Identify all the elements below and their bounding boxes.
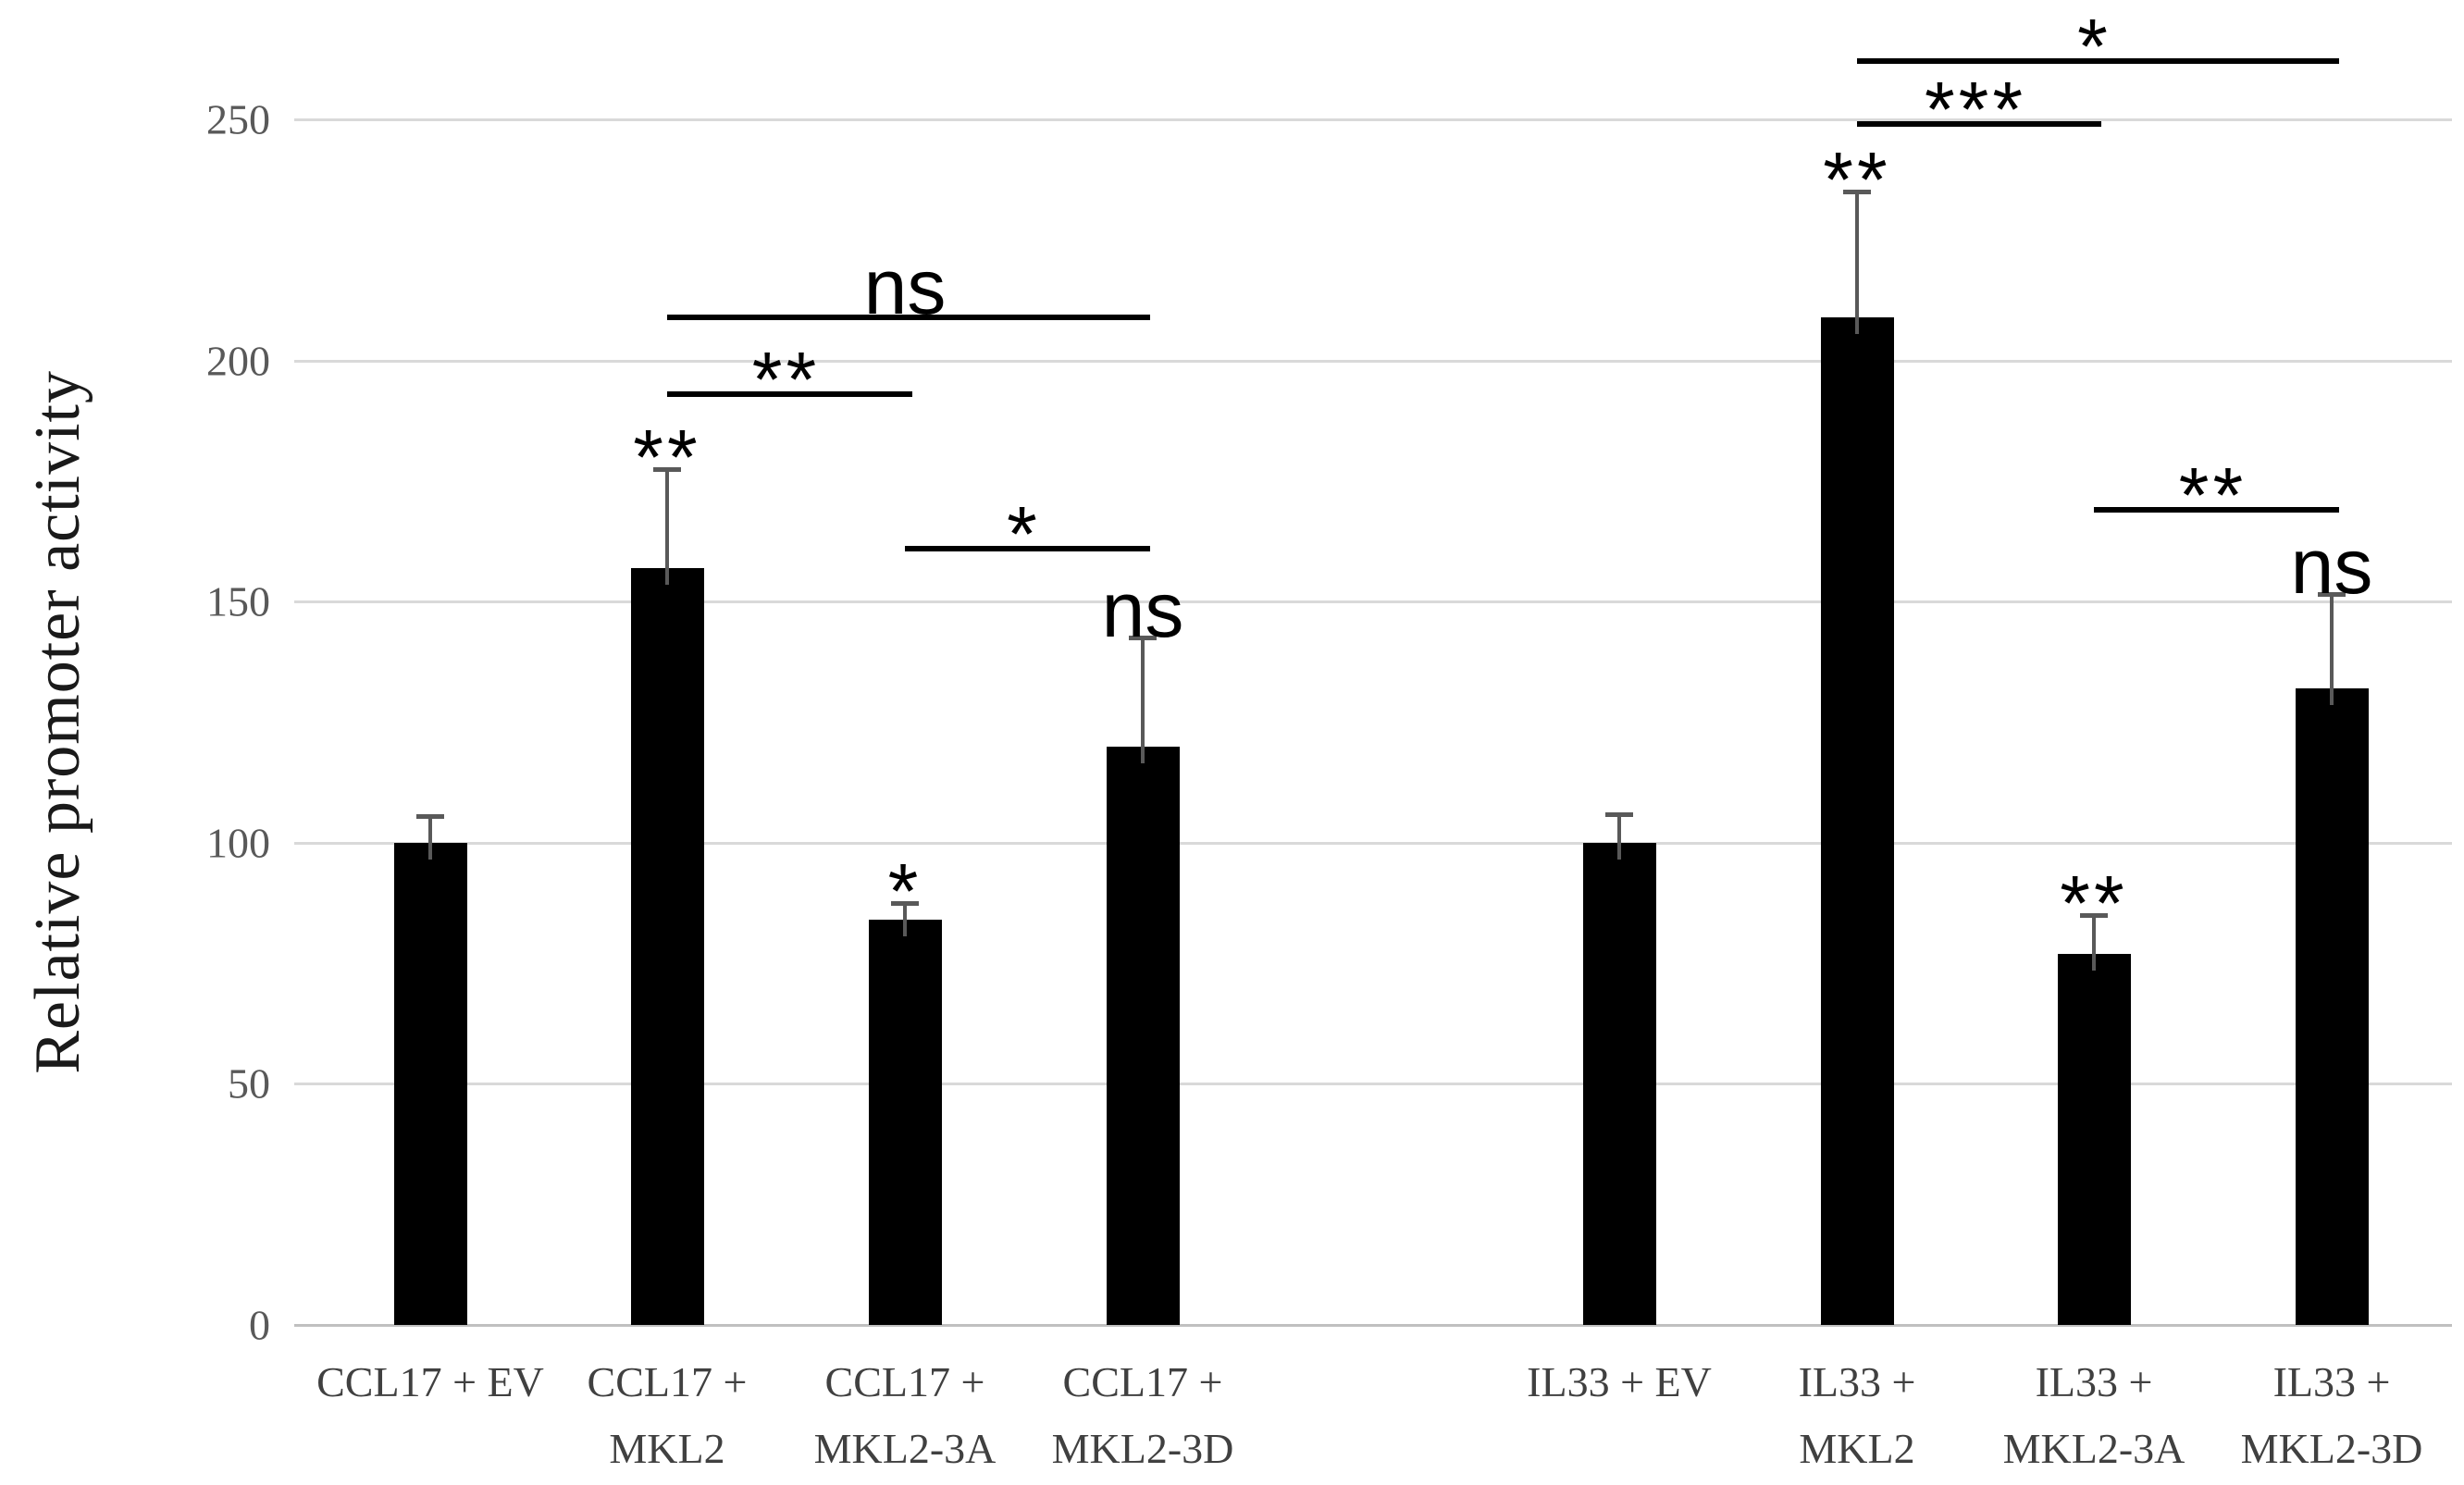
y-tick-label: 200 (206, 337, 270, 385)
comparison-line (1857, 121, 2101, 128)
significance-label: ns (1101, 566, 1184, 654)
y-tick-label: 150 (206, 577, 270, 625)
y-tick-label: 50 (228, 1059, 270, 1108)
x-tick-label-line: MKL2 (1799, 1425, 1915, 1472)
x-tick-label: CCL17 + MKL2 (519, 1349, 815, 1482)
comparison-label: ** (2178, 452, 2247, 539)
y-axis-title-text: Relative promoter activity (22, 370, 93, 1074)
comparison-label: * (2077, 3, 2111, 91)
x-tick-label-line: CCL17 + (587, 1358, 748, 1405)
bar-CCL17 + MKL2-3D (1106, 746, 1180, 1325)
x-tick-label-line: IL33 + EV (1527, 1358, 1712, 1405)
error-bar-cap (1605, 811, 1633, 817)
y-gridline (294, 359, 2452, 363)
comparison-line (1857, 58, 2339, 65)
bar-IL33 + MKL2 (1820, 316, 1894, 1325)
x-tick-label: IL33 + MKL2 (1709, 1349, 2005, 1482)
significance-label: * (887, 847, 922, 934)
y-gridline (294, 1083, 2452, 1086)
bar-IL33 + MKL2-3D (2295, 688, 2369, 1325)
x-axis-line (294, 1324, 2452, 1327)
x-tick-label: IL33 + EV (1471, 1349, 1767, 1416)
error-bar-line (903, 902, 907, 937)
comparison-label: ns (863, 242, 947, 330)
error-bar-line (2092, 914, 2096, 971)
significance-label: ** (1823, 136, 1891, 224)
error-bar-cap (2080, 912, 2108, 918)
x-tick-label-line: MKL2 (609, 1425, 725, 1472)
error-bar-cap (891, 900, 919, 906)
error-bar-line (428, 816, 432, 860)
bar-CCL17 + MKL2-3A (868, 920, 942, 1325)
x-tick-label-line: MKL2-3A (2002, 1425, 2185, 1472)
x-tick-label: IL33 + MKL2-3A (1946, 1349, 2242, 1482)
x-tick-label-line: MKL2-3D (2240, 1425, 2423, 1472)
error-bar-line (2330, 594, 2334, 705)
significance-label: ns (2290, 523, 2373, 611)
y-tick-label: 100 (206, 819, 270, 867)
error-bar-line (665, 468, 669, 585)
y-tick-label: 250 (206, 95, 270, 143)
error-bar-line (1141, 637, 1145, 763)
comparison-line (667, 391, 912, 398)
y-tick-label: 0 (249, 1301, 270, 1349)
y-gridline (294, 600, 2452, 604)
error-bar-cap (416, 814, 444, 820)
error-bar-cap (2318, 592, 2346, 598)
x-tick-label: CCL17 + EV (282, 1349, 578, 1416)
x-tick-label: IL33 + MKL2-3D (2184, 1349, 2464, 1482)
error-bar-line (1855, 192, 1859, 334)
y-axis-title: Relative promoter activity (7, 119, 109, 1325)
x-tick-label: CCL17 + MKL2-3A (757, 1349, 1053, 1482)
bar-CCL17 + EV (393, 842, 467, 1325)
error-bar-cap (653, 466, 681, 472)
y-gridline (294, 118, 2452, 121)
y-gridline (294, 841, 2452, 845)
x-tick-label-line: IL33 + (1798, 1358, 1916, 1405)
significance-label: ** (2060, 859, 2128, 947)
comparison-line (667, 314, 1150, 320)
comparison-label: *** (1924, 66, 2027, 154)
x-tick-label-line: CCL17 + EV (316, 1358, 544, 1405)
x-tick-label-line: MKL2-3D (1051, 1425, 1234, 1472)
comparison-line (905, 545, 1150, 551)
bar-IL33 + EV (1582, 842, 1656, 1325)
bar-CCL17 + MKL2 (630, 567, 704, 1325)
error-bar-cap (1129, 636, 1157, 641)
comparison-label: * (1007, 489, 1041, 577)
x-tick-label-line: MKL2-3A (813, 1425, 997, 1472)
x-tick-label-line: CCL17 + (824, 1358, 985, 1405)
comparison-label: ** (751, 336, 821, 424)
bar-IL33 + MKL2-3A (2057, 953, 2131, 1325)
x-tick-label-line: CCL17 + (1062, 1358, 1223, 1405)
error-bar-cap (1843, 190, 1871, 195)
error-bar-line (1617, 813, 1621, 860)
x-tick-label: CCL17 + MKL2-3D (995, 1349, 1291, 1482)
comparison-line (2094, 507, 2339, 514)
x-tick-label-line: IL33 + (2272, 1358, 2391, 1405)
significance-label: ** (633, 413, 701, 501)
x-tick-label-line: IL33 + (2035, 1358, 2153, 1405)
